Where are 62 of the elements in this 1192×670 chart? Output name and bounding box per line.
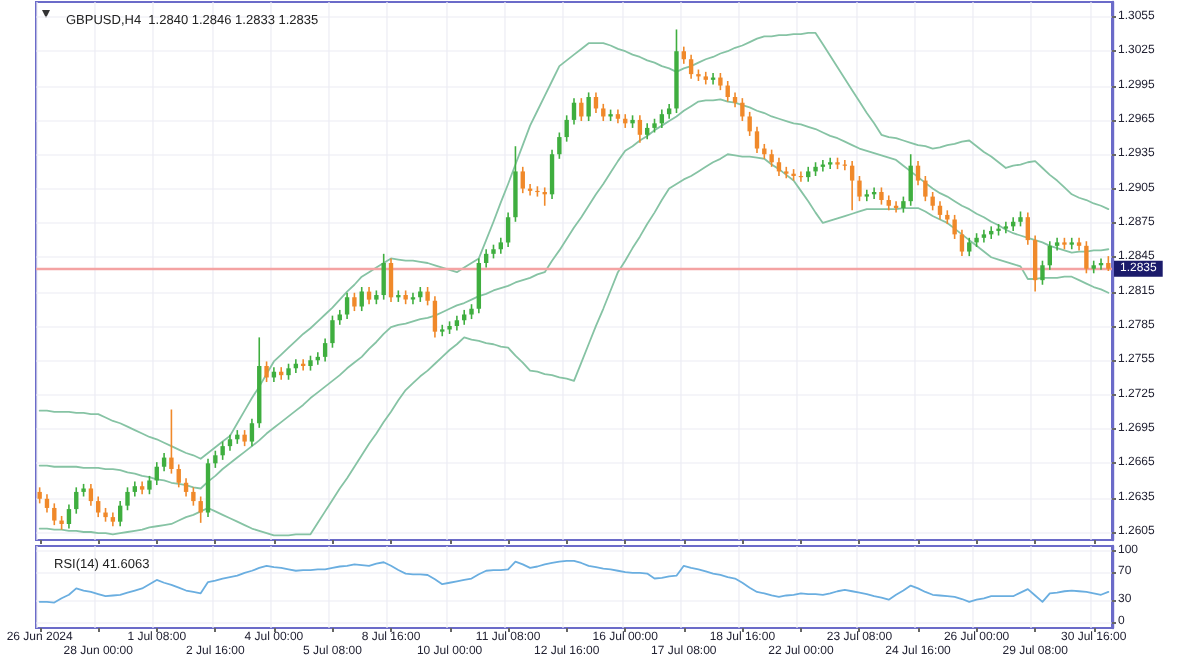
candlestick — [747, 111, 752, 137]
candlestick — [425, 286, 430, 307]
candlestick — [549, 148, 555, 200]
candlestick — [191, 486, 196, 507]
candlestick — [476, 257, 482, 315]
line-series — [38, 559, 1110, 604]
candlestick — [330, 314, 335, 349]
candlestick — [586, 91, 591, 122]
candlestick — [147, 475, 152, 496]
candlestick — [579, 97, 584, 122]
candlestick — [776, 156, 782, 177]
candlestick — [352, 291, 357, 312]
candlestick — [637, 114, 643, 144]
candlestick — [688, 53, 694, 80]
candlestick — [483, 248, 489, 269]
candlestick — [659, 108, 665, 129]
candlestick — [930, 191, 935, 212]
candlestick — [513, 145, 518, 223]
candlestick — [169, 408, 174, 475]
candlestick — [740, 97, 745, 122]
candlestick — [1032, 234, 1038, 293]
candlestick — [1084, 240, 1089, 275]
line-series — [38, 98, 1110, 490]
candlestick — [952, 214, 957, 240]
candlestick — [915, 160, 921, 186]
candlestick — [381, 253, 386, 301]
candlestick — [264, 360, 269, 383]
candlestick — [322, 337, 328, 363]
candlestick — [44, 493, 50, 514]
candlestick — [1040, 259, 1045, 286]
candlestick — [52, 502, 57, 526]
candlestick — [571, 97, 577, 126]
candlestick — [198, 495, 203, 524]
candlestick — [564, 114, 569, 143]
candlestick — [923, 175, 928, 202]
candlestick — [1025, 211, 1031, 246]
line-series — [38, 153, 1110, 537]
candlestick — [967, 237, 972, 257]
candlestick — [176, 463, 181, 489]
candlestick — [520, 166, 525, 194]
candlestick — [908, 153, 913, 207]
candlestick — [857, 175, 862, 202]
candlestick — [849, 160, 855, 212]
candlestick — [388, 257, 394, 303]
candlestick — [220, 440, 225, 461]
candlestick — [937, 200, 943, 221]
candlestick — [249, 417, 255, 447]
candlestick — [125, 486, 130, 512]
candlestick — [161, 452, 167, 473]
candlestick — [344, 291, 350, 320]
candlestick — [117, 500, 123, 528]
candlestick — [959, 228, 965, 257]
candlestick — [183, 477, 189, 498]
candlestick — [88, 483, 94, 507]
candlestick — [74, 486, 79, 515]
candlestick — [505, 211, 511, 248]
candlestick — [557, 131, 562, 160]
candlestick — [96, 495, 101, 518]
candlestick — [66, 503, 72, 530]
line-series — [38, 32, 1110, 460]
candlestick — [754, 125, 760, 154]
candlestick — [432, 295, 438, 339]
